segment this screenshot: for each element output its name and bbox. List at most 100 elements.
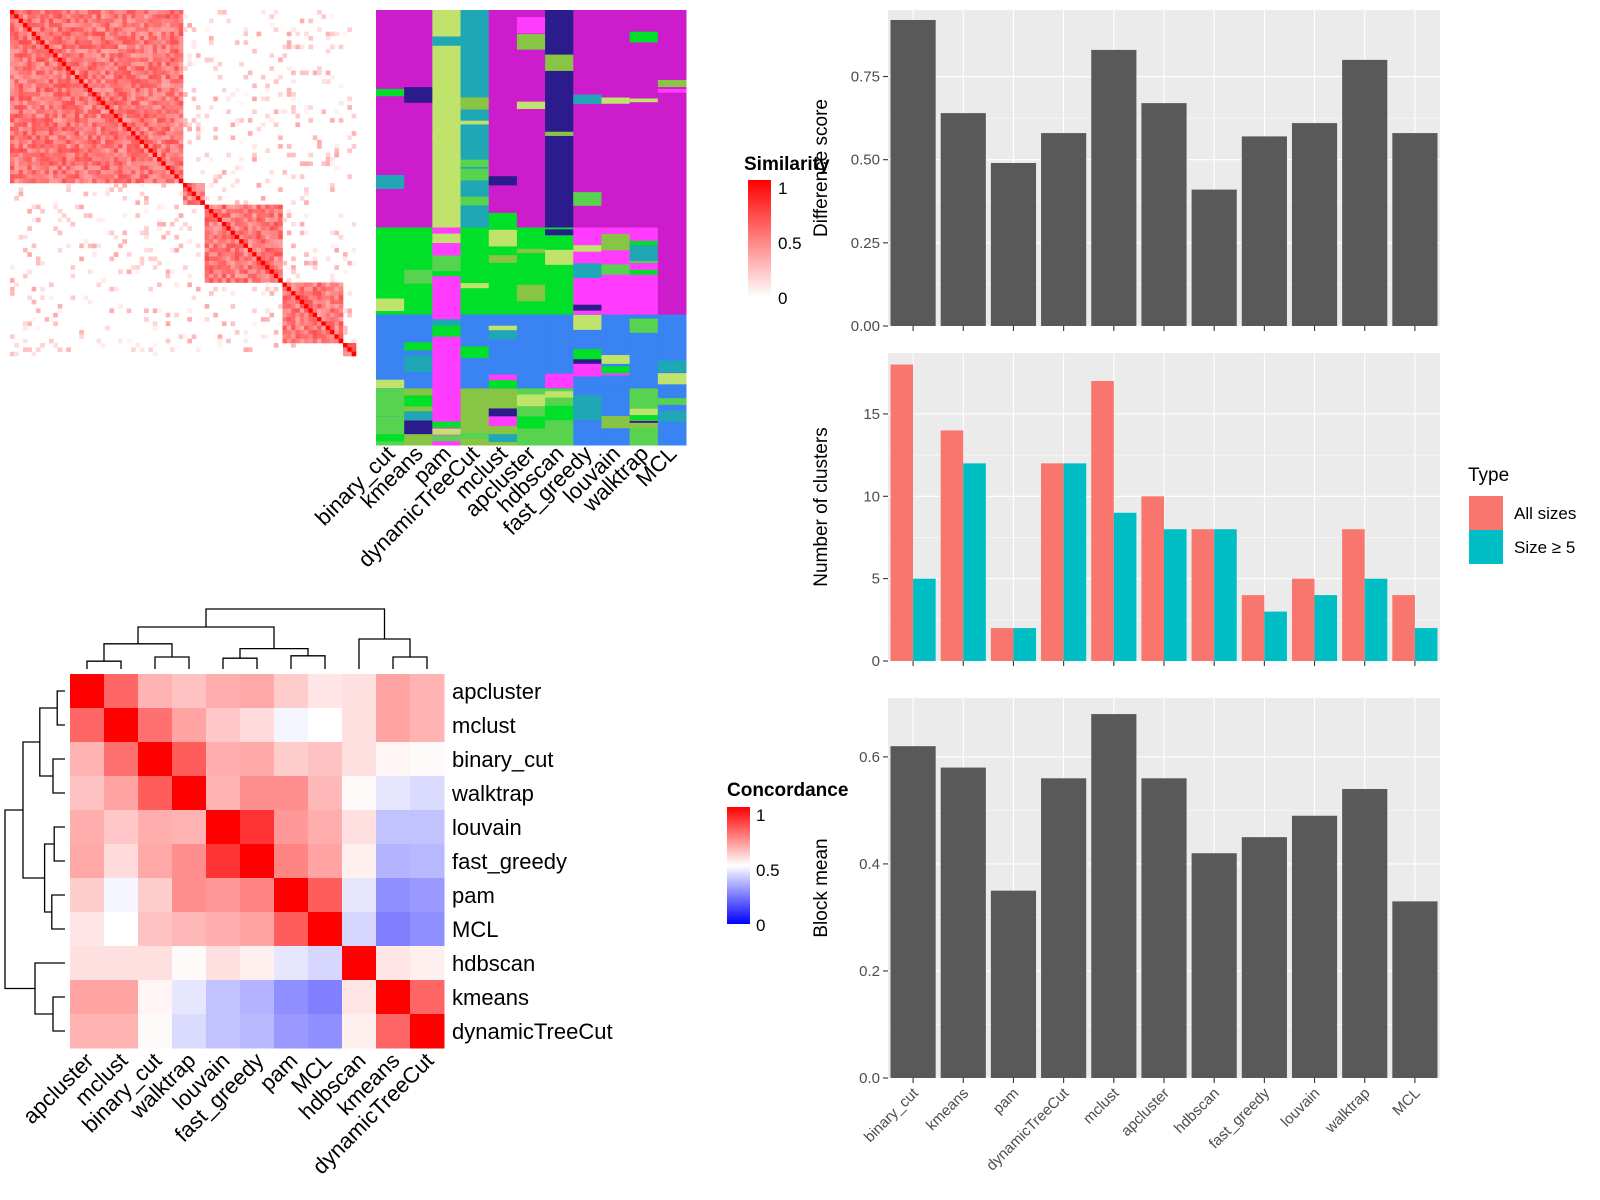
similarity-cell bbox=[317, 27, 322, 32]
similarity-cell bbox=[221, 221, 227, 227]
similarity-cell bbox=[131, 131, 136, 136]
similarity-cell bbox=[66, 178, 71, 184]
similarity-cell bbox=[174, 126, 179, 132]
similarity-cell bbox=[286, 308, 292, 314]
similarity-cell bbox=[325, 35, 331, 41]
similarity-cell bbox=[14, 27, 19, 32]
similarity-cell bbox=[217, 10, 223, 15]
similarity-cell bbox=[74, 161, 80, 167]
similarity-cell bbox=[144, 66, 149, 71]
concordance-cell bbox=[342, 776, 377, 811]
similarity-cell bbox=[170, 144, 175, 149]
similarity-cell bbox=[157, 148, 162, 154]
similarity-cell bbox=[213, 230, 218, 236]
concordance-cell bbox=[172, 912, 207, 947]
similarity-cell bbox=[53, 157, 58, 162]
similarity-cell bbox=[334, 330, 340, 335]
similarity-cell bbox=[100, 122, 106, 128]
similarity-cell bbox=[31, 152, 37, 158]
concordance-cell bbox=[274, 674, 309, 709]
similarity-cell bbox=[174, 79, 179, 84]
similarity-cell bbox=[122, 57, 128, 63]
similarity-cell bbox=[170, 131, 175, 136]
similarity-cell bbox=[118, 100, 123, 106]
similarity-cell bbox=[109, 109, 115, 115]
similarity-cell bbox=[148, 44, 154, 50]
similarity-cell bbox=[139, 135, 145, 141]
similarity-cell bbox=[92, 79, 97, 84]
similarity-cell bbox=[126, 131, 132, 136]
similarity-cell bbox=[53, 178, 58, 184]
x-tick-label: apcluster bbox=[1118, 1085, 1173, 1140]
similarity-cell bbox=[152, 48, 158, 54]
similarity-cell bbox=[18, 10, 24, 15]
similarity-cell bbox=[44, 139, 50, 145]
concordance-cell bbox=[138, 980, 173, 1015]
similarity-cell bbox=[105, 131, 110, 136]
similarity-cell bbox=[308, 308, 314, 314]
similarity-cell bbox=[265, 234, 270, 240]
similarity-cell bbox=[79, 40, 84, 45]
similarity-cell bbox=[87, 165, 93, 171]
similarity-cell bbox=[178, 165, 184, 171]
similarity-cell bbox=[148, 61, 154, 67]
similarity-cell bbox=[57, 96, 63, 102]
similarity-cell bbox=[122, 174, 128, 179]
similarity-cell bbox=[53, 87, 58, 93]
similarity-cell bbox=[330, 243, 335, 249]
similarity-cell bbox=[139, 148, 145, 154]
similarity-cell bbox=[22, 66, 28, 71]
similarity-cell bbox=[10, 165, 15, 171]
similarity-cell bbox=[126, 338, 132, 344]
similarity-cell bbox=[126, 48, 132, 54]
similarity-cell bbox=[148, 14, 154, 19]
cluster-cell bbox=[629, 98, 659, 103]
similarity-cell bbox=[325, 330, 331, 335]
similarity-cell bbox=[74, 87, 80, 93]
similarity-cell bbox=[122, 165, 128, 171]
similarity-cell bbox=[53, 27, 58, 32]
similarity-cell bbox=[195, 252, 201, 257]
similarity-cell bbox=[221, 260, 227, 266]
similarity-cell bbox=[35, 217, 41, 223]
similarity-cell bbox=[105, 44, 110, 50]
similarity-cell bbox=[44, 14, 50, 19]
similarity-cell bbox=[31, 144, 37, 149]
similarity-cell bbox=[57, 165, 63, 171]
similarity-cell bbox=[92, 44, 97, 50]
similarity-cell bbox=[148, 27, 154, 32]
similarity-cell bbox=[282, 304, 288, 309]
similarity-cell bbox=[148, 122, 154, 128]
similarity-cell bbox=[44, 87, 50, 93]
similarity-cell bbox=[278, 226, 283, 231]
similarity-cell bbox=[66, 139, 71, 145]
similarity-cell bbox=[170, 27, 175, 32]
similarity-cell bbox=[330, 44, 335, 50]
similarity-cell bbox=[260, 273, 266, 279]
similarity-cell bbox=[100, 178, 106, 184]
similarity-cell bbox=[87, 152, 93, 158]
concordance-row-label: pam bbox=[452, 883, 495, 908]
similarity-cell bbox=[312, 291, 318, 296]
similarity-cell bbox=[174, 282, 179, 288]
similarity-cell bbox=[148, 109, 154, 115]
similarity-cell bbox=[10, 40, 15, 45]
similarity-cell bbox=[66, 48, 71, 54]
similarity-cell bbox=[265, 96, 270, 102]
similarity-cell bbox=[100, 31, 106, 37]
similarity-cell bbox=[61, 148, 67, 154]
concordance-tick-1: 1 bbox=[756, 806, 765, 825]
similarity-cell bbox=[286, 87, 292, 93]
similarity-cell bbox=[113, 234, 119, 240]
similarity-cell bbox=[291, 70, 296, 76]
similarity-cell bbox=[105, 14, 110, 19]
similarity-cell bbox=[321, 295, 327, 301]
similarity-cell bbox=[79, 204, 84, 210]
similarity-cell bbox=[122, 105, 128, 110]
similarity-cell bbox=[256, 204, 262, 210]
similarity-cell bbox=[113, 96, 119, 102]
similarity-cell bbox=[161, 131, 167, 136]
similarity-cell bbox=[57, 79, 63, 84]
similarity-cell bbox=[27, 31, 32, 37]
similarity-cell bbox=[265, 256, 270, 262]
